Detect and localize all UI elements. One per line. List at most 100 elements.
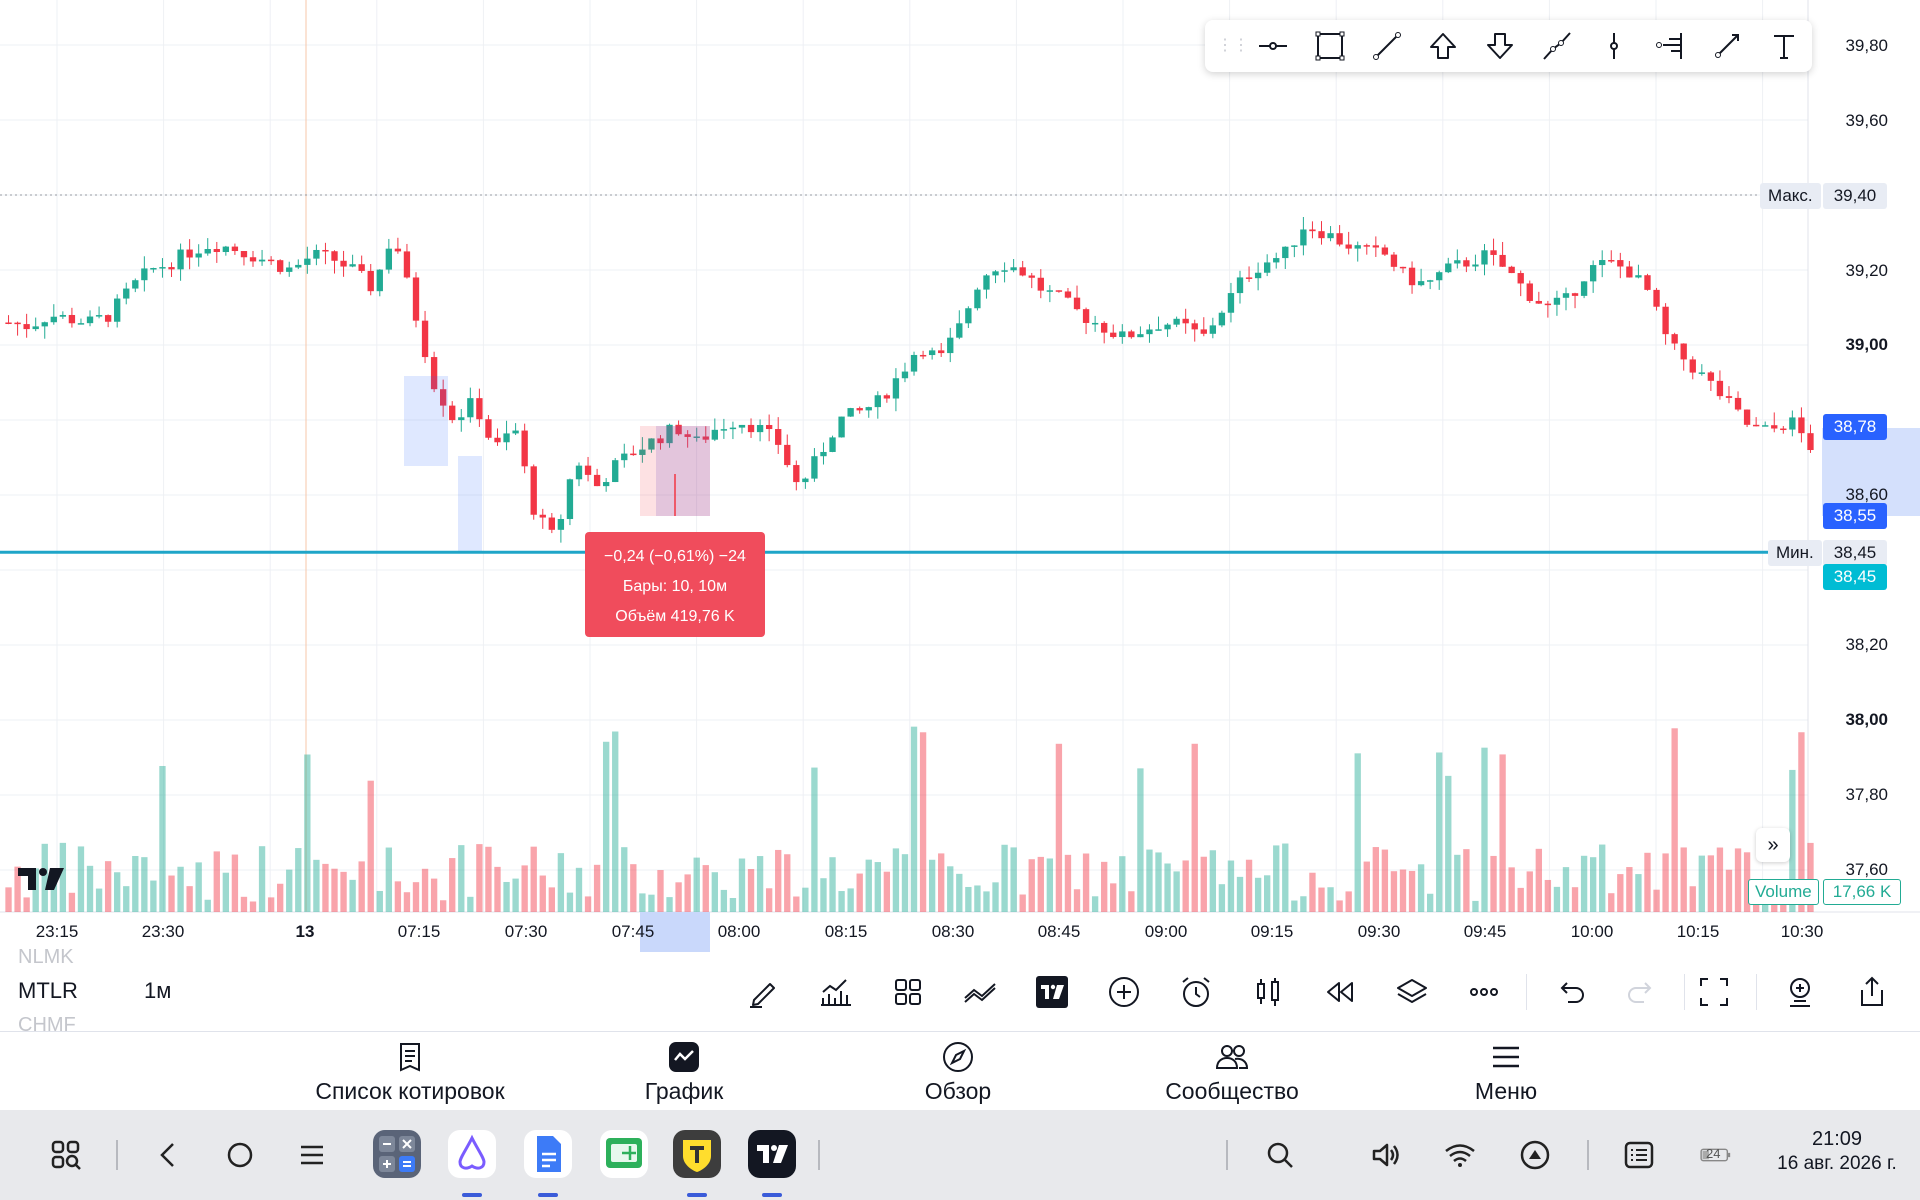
arrow-up-icon[interactable] — [1415, 20, 1472, 72]
clock[interactable]: 21:09 16 авг. 2026 г. — [1762, 1128, 1912, 1175]
volume-bar — [1372, 847, 1380, 912]
cast-icon[interactable] — [1513, 1133, 1557, 1177]
max-price-tag: Макс. — [1760, 183, 1821, 209]
horizontal-ray-icon[interactable] — [1245, 20, 1302, 72]
volume-bar — [612, 731, 619, 912]
notifications-icon[interactable] — [1617, 1133, 1661, 1177]
text-icon[interactable] — [1755, 20, 1812, 72]
trend-line-icon[interactable] — [1358, 20, 1415, 72]
volume-bar — [1055, 743, 1063, 912]
screenshot-icon[interactable] — [1778, 970, 1822, 1014]
nav-watchlist[interactable]: Список котировок — [280, 1040, 540, 1105]
wifi-icon[interactable] — [1438, 1133, 1482, 1177]
undo-icon[interactable] — [1548, 970, 1592, 1014]
volume-bar — [1798, 732, 1805, 912]
compare-icon[interactable] — [958, 970, 1002, 1014]
back-icon[interactable] — [146, 1133, 190, 1177]
candle-body — [1318, 231, 1325, 239]
alice-app-icon[interactable] — [448, 1130, 496, 1178]
volume-bar — [1599, 844, 1606, 912]
measure-rectangle-overlay — [656, 426, 710, 516]
redo-icon[interactable] — [1620, 970, 1664, 1014]
candle-body — [1517, 273, 1524, 284]
price-axis-label: 39,80 — [1845, 36, 1888, 55]
tradingview-icon[interactable] — [1030, 970, 1074, 1014]
search-icon[interactable] — [1258, 1133, 1302, 1177]
layout-icon[interactable] — [886, 970, 930, 1014]
nav-overview[interactable]: Обзор — [828, 1040, 1088, 1105]
running-indicator — [462, 1193, 482, 1197]
volume-bar — [684, 874, 691, 912]
home-icon[interactable] — [218, 1133, 262, 1177]
nav-menu[interactable]: Меню — [1376, 1040, 1636, 1105]
chart-canvas[interactable] — [0, 0, 1920, 952]
tradingview-app-icon[interactable] — [748, 1130, 796, 1178]
volume-bar — [159, 765, 166, 912]
volume-bar — [439, 900, 447, 912]
candle-body — [928, 350, 936, 356]
candle-body — [1571, 293, 1579, 296]
volume-bar — [1671, 728, 1678, 912]
pen-icon[interactable] — [742, 970, 786, 1014]
candle-body — [1653, 289, 1660, 307]
app-drawer-icon[interactable] — [44, 1133, 88, 1177]
volume-indicator-label[interactable]: Volume — [1748, 879, 1819, 905]
candle-body — [1780, 428, 1787, 431]
candle-body — [793, 465, 800, 483]
fullscreen-icon[interactable] — [1692, 970, 1736, 1014]
ray-icon[interactable] — [1699, 20, 1756, 72]
volume-profile-icon[interactable] — [1642, 20, 1699, 72]
volume-bar — [1082, 853, 1090, 912]
volume-bar — [14, 866, 21, 912]
volume-bar — [1553, 886, 1561, 912]
chart-type-icon[interactable] — [1246, 970, 1290, 1014]
layers-icon[interactable] — [1390, 970, 1434, 1014]
candle-body — [874, 395, 881, 408]
candle-body — [1173, 318, 1180, 325]
symbol-row-prev[interactable]: NLMK 1Н — [18, 946, 74, 966]
scroll-to-realtime-icon[interactable]: » — [1756, 828, 1790, 862]
rectangle-icon[interactable] — [1302, 20, 1359, 72]
tradingview-logo-icon — [18, 868, 64, 890]
symbol-row-next[interactable]: CHMF 5м — [18, 1014, 76, 1032]
min-price-tag: Мин. — [1768, 540, 1822, 566]
share-icon[interactable] — [1850, 970, 1894, 1014]
volume-bar — [385, 847, 393, 912]
alert-icon[interactable] — [1174, 970, 1218, 1014]
path-icon[interactable] — [1529, 20, 1586, 72]
nav-community[interactable]: Сообщество — [1102, 1040, 1362, 1105]
candle-body — [1771, 425, 1778, 429]
candle-body — [295, 264, 302, 268]
candle-body — [1608, 260, 1615, 262]
nav-chart[interactable]: График — [554, 1040, 814, 1105]
time-axis-label: 08:45 — [1037, 922, 1081, 941]
volume-bar — [349, 879, 356, 912]
volume-bar — [566, 892, 574, 912]
price-axis-label: 37,60 — [1845, 860, 1888, 879]
arrow-down-icon[interactable] — [1472, 20, 1529, 72]
vertical-line-icon[interactable] — [1585, 20, 1642, 72]
price-range-highlight — [1822, 428, 1920, 516]
candle-body — [1345, 244, 1352, 249]
candle-body — [530, 466, 537, 515]
candle-body — [14, 322, 21, 325]
recent-apps-icon[interactable] — [290, 1133, 334, 1177]
symbol-row-current[interactable]: MTLR 1м — [18, 978, 171, 1004]
tbank-app-icon[interactable] — [673, 1130, 721, 1178]
highlight-box — [404, 376, 448, 466]
drag-handle-icon[interactable]: ⋮⋮ — [1217, 37, 1249, 54]
candle-body — [1463, 260, 1470, 267]
candle-body — [77, 323, 85, 325]
more-icon[interactable] — [1462, 970, 1506, 1014]
tables-app-icon[interactable] — [600, 1130, 648, 1178]
candle-body — [494, 437, 501, 443]
add-icon[interactable] — [1102, 970, 1146, 1014]
chart-area[interactable]: ⋮⋮ 39,80 39,60 39,20 39,00 38,60 38,20 3… — [0, 0, 1920, 952]
replay-icon[interactable] — [1318, 970, 1362, 1014]
volume-icon[interactable] — [1364, 1133, 1408, 1177]
indicators-icon[interactable] — [814, 970, 858, 1014]
candle-body — [195, 253, 202, 258]
calculator-app-icon[interactable] — [373, 1130, 421, 1178]
docs-app-icon[interactable] — [524, 1130, 572, 1178]
candle-body — [1064, 291, 1072, 298]
